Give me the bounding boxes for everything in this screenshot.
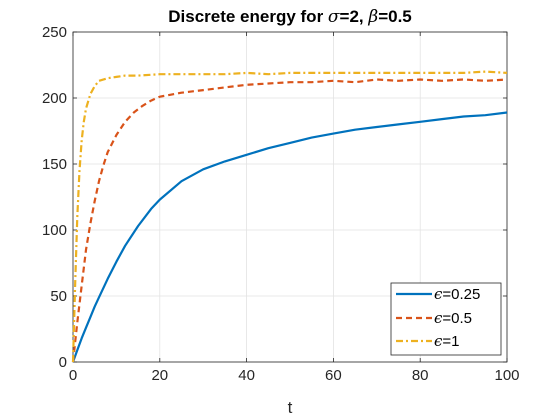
legend-symbol-eps: ϵ bbox=[434, 332, 443, 350]
title-prefix: Discrete energy for bbox=[168, 7, 328, 26]
axis-ticks: 0 20 40 60 80 100 0 50 100 150 200 250 bbox=[42, 24, 520, 384]
x-tick-label: 40 bbox=[238, 367, 255, 384]
title-beta-symbol: β bbox=[367, 7, 378, 27]
title-sigma-symbol: σ bbox=[328, 7, 340, 27]
series-line-eps-0.5 bbox=[71, 78, 508, 363]
x-tick-label: 20 bbox=[151, 367, 168, 384]
chart-title: Discrete energy for σ=2, β=0.5 bbox=[168, 7, 412, 27]
legend-value: =0.25 bbox=[442, 286, 480, 303]
series-line-eps-0.25 bbox=[71, 111, 508, 363]
x-tick-label: 0 bbox=[69, 367, 77, 384]
legend-label-eps-0.5: ϵ=0.5 bbox=[434, 309, 472, 327]
legend-symbol-eps: ϵ bbox=[434, 309, 443, 327]
plot-area-frame bbox=[72, 31, 508, 363]
legend-symbol-eps: ϵ bbox=[434, 285, 443, 303]
legend-value: =1 bbox=[442, 333, 459, 350]
x-tick-label: 60 bbox=[325, 367, 342, 384]
legend: ϵ=0.25 ϵ=0.5 ϵ=1 bbox=[390, 282, 502, 356]
y-tick-label: 150 bbox=[42, 156, 67, 173]
series-line-eps-1 bbox=[71, 70, 508, 363]
y-tick-label: 250 bbox=[42, 24, 67, 41]
legend-label-eps-0.25: ϵ=0.25 bbox=[434, 285, 480, 303]
x-tick-label: 80 bbox=[412, 367, 429, 384]
y-tick-label: 200 bbox=[42, 90, 67, 107]
series-layer bbox=[71, 70, 508, 363]
y-tick-label: 50 bbox=[50, 288, 67, 305]
x-tick-label: 100 bbox=[494, 367, 519, 384]
title-suffix: =0.5 bbox=[378, 7, 412, 26]
legend-value: =0.5 bbox=[442, 310, 472, 327]
x-axis-label: t bbox=[288, 398, 293, 417]
legend-label-eps-1: ϵ=1 bbox=[434, 332, 460, 350]
title-middle: =2, bbox=[340, 7, 369, 26]
y-tick-label: 100 bbox=[42, 222, 67, 239]
y-tick-label: 0 bbox=[59, 354, 67, 371]
